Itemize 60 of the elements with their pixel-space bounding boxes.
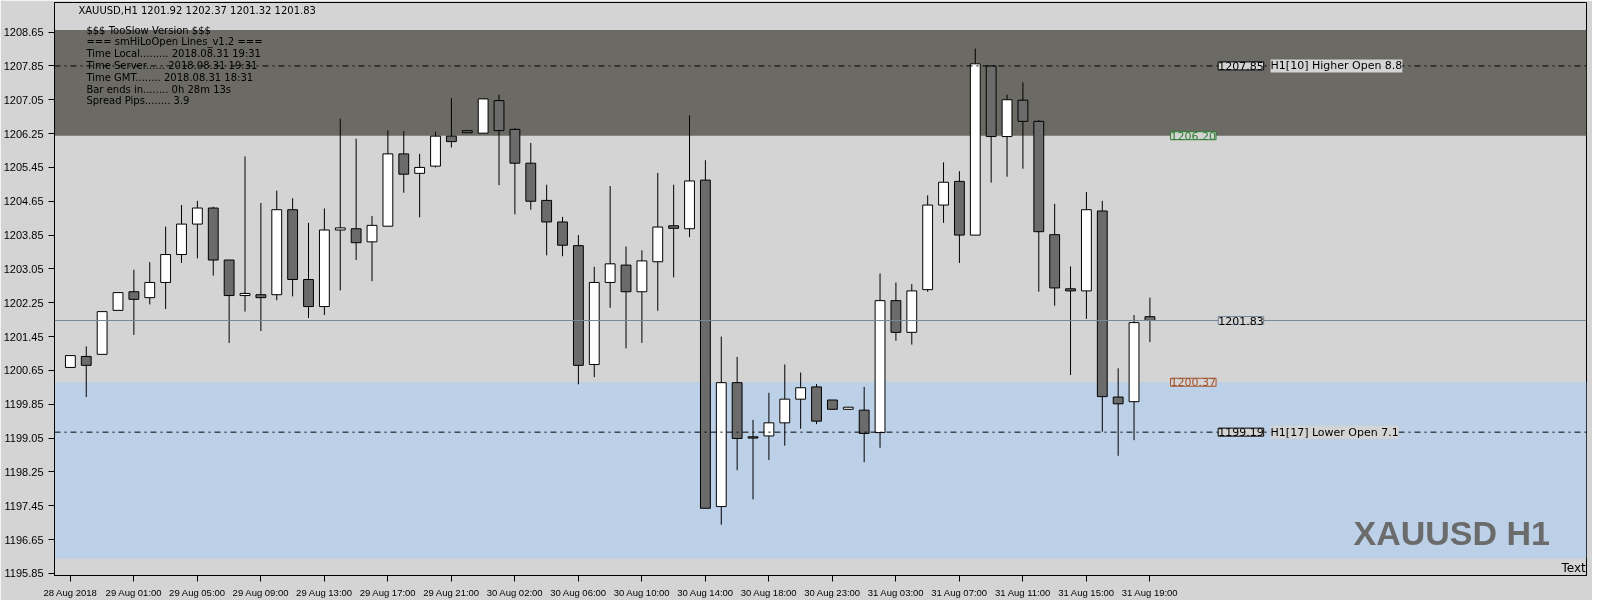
candlestick <box>938 161 949 224</box>
x-tick-label: 28 Aug 2018 <box>43 586 97 598</box>
x-tick-label: 30 Aug 18:00 <box>740 586 797 598</box>
y-tick-label: 1206.25 <box>3 127 44 140</box>
x-tick-label: 29 Aug 09:00 <box>232 586 289 598</box>
y-tick-label: 1207.85 <box>3 59 44 72</box>
band-label: 1200.37 <box>1170 376 1217 390</box>
x-tick-label: 30 Aug 23:00 <box>804 586 861 598</box>
text: XAUUSD H1 <box>1353 514 1550 553</box>
chart-title: XAUUSD,H1 1201.92 1202.37 1201.32 1201.83 <box>78 4 316 16</box>
y-tick-label: 1203.85 <box>3 229 44 242</box>
candlestick <box>604 185 616 309</box>
x-tick-label: 30 Aug 06:00 <box>550 586 607 598</box>
annotation: H1[10] Higher Open 8.8 <box>1270 59 1403 73</box>
candlestick <box>191 200 203 259</box>
x-tick-label: 29 Aug 17:00 <box>359 586 416 598</box>
x-tick-label: 31 Aug 07:00 <box>931 586 988 598</box>
y-tick-label: 1196.65 <box>4 533 44 546</box>
x-tick-label: 31 Aug 03:00 <box>867 586 924 598</box>
x-tick-label: 30 Aug 14:00 <box>677 586 734 598</box>
candlestick <box>255 202 267 332</box>
x-tick-label: 31 Aug 11:00 <box>995 586 1051 598</box>
candlestick <box>557 216 568 257</box>
x-tick-label: 29 Aug 01:00 <box>105 586 162 598</box>
candlestick <box>350 138 362 261</box>
x-tick-label: 29 Aug 13:00 <box>296 586 353 598</box>
candlestick <box>1065 265 1076 376</box>
y-tick-label: 1201.45 <box>3 330 44 343</box>
y-tick-label: 1204.65 <box>3 195 44 208</box>
candlestick <box>795 372 807 430</box>
ref-line-label: 1201.83 <box>1218 314 1264 328</box>
x-tick-label: 29 Aug 21:00 <box>423 586 480 598</box>
y-tick-label: 1197.45 <box>4 499 44 512</box>
text: Text <box>1560 560 1586 575</box>
y-tick-label: 1208.65 <box>3 26 44 39</box>
x-tick-label: 31 Aug 19:00 <box>1121 586 1178 598</box>
y-tick-label: 1198.25 <box>4 465 44 478</box>
x-tick-label: 30 Aug 10:00 <box>613 586 670 598</box>
y-tick-label: 1207.05 <box>3 93 44 106</box>
annotation: H1[17] Lower Open 7.1 <box>1270 425 1399 439</box>
y-tick-label: 1203.05 <box>3 262 44 275</box>
candlestick <box>541 184 553 256</box>
y-tick-label: 1199.05 <box>4 432 44 445</box>
x-tick-label: 29 Aug 05:00 <box>169 586 226 598</box>
y-tick-label: 1205.45 <box>3 161 44 174</box>
y-tick-label: 1200.65 <box>3 364 44 377</box>
x-tick-label: 31 Aug 15:00 <box>1058 586 1115 598</box>
candlestick <box>239 155 251 313</box>
candlestick <box>668 184 680 278</box>
y-tick-label: 1199.85 <box>4 398 44 411</box>
candlestick <box>80 345 92 398</box>
candlestick <box>334 118 346 291</box>
y-tick-label: 1195.85 <box>4 567 44 580</box>
candlestick <box>414 153 426 218</box>
candlestick <box>144 261 156 305</box>
y-tick-label: 1202.25 <box>3 296 44 309</box>
candlestick <box>128 269 140 336</box>
ref-line-label: 1199.19 <box>1218 426 1264 440</box>
candlestick <box>366 215 378 282</box>
x-tick-label: 30 Aug 02:00 <box>486 586 543 598</box>
